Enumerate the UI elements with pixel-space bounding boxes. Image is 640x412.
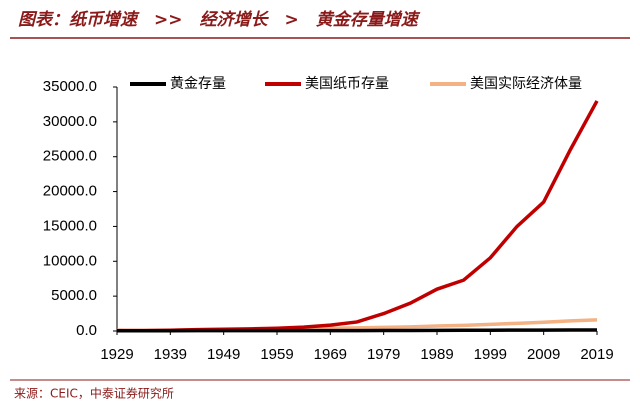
x-tick-label: 1959	[260, 346, 293, 363]
x-tick-label: 1969	[314, 346, 347, 363]
x-tick-label: 2009	[527, 346, 560, 363]
x-tick-label: 1989	[420, 346, 453, 363]
x-tick-label: 1999	[474, 346, 507, 363]
x-tick-label: 1929	[100, 346, 133, 363]
chart-title: 图表：纸币增速 >> 经济增长 > 黄金存量增速	[18, 10, 421, 30]
series-line	[117, 100, 599, 333]
legend-label: 美国实际经济体量	[470, 76, 582, 92]
x-tick-label: 1979	[367, 346, 400, 363]
y-tick-label: 20000.0	[43, 183, 97, 200]
y-tick-label: 35000.0	[43, 78, 97, 95]
x-tick-label: 1949	[207, 346, 240, 363]
x-tick-label: 2019	[580, 346, 613, 363]
y-tick-label: 10000.0	[43, 252, 97, 269]
y-tick-label: 25000.0	[43, 148, 97, 165]
x-tick-label: 1939	[154, 346, 187, 363]
y-tick-label: 5000.0	[51, 287, 97, 304]
legend-label: 黄金存量	[170, 75, 226, 92]
y-tick-label: 15000.0	[43, 217, 97, 234]
legend-label: 美国纸币存量	[305, 76, 389, 92]
y-tick-label: 0.0	[76, 322, 97, 339]
series-line	[117, 328, 598, 333]
y-tick-label: 30000.0	[43, 113, 97, 130]
source: 来源：CEIC，中泰证券研究所	[14, 386, 174, 401]
